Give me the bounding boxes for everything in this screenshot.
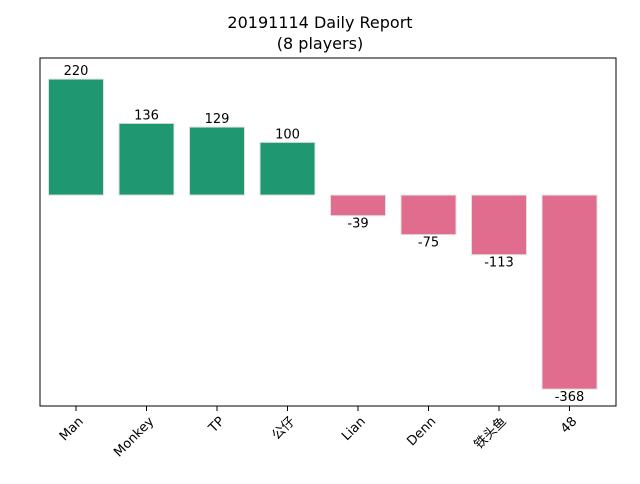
- x-tick-label-2: TP: [205, 414, 228, 437]
- bar-3: [259, 141, 316, 196]
- data-label-4: -39: [347, 217, 368, 232]
- bar-5: [400, 194, 457, 236]
- x-tick-label-1: Monkey: [111, 414, 157, 460]
- x-axis-ticks: Man Monkey TP 公仔 Lian Denn 铁头鱼 48: [57, 406, 580, 460]
- data-label-1: 136: [134, 108, 159, 123]
- x-tick-label-0: Man: [57, 414, 87, 444]
- data-label-5: -75: [418, 236, 439, 251]
- data-label-3: 100: [275, 127, 300, 142]
- x-tick-label-3: 公仔: [269, 414, 298, 443]
- x-tick-label-5: Denn: [404, 414, 439, 449]
- data-labels-layer: 220 136 129 100 -39 -75 -113 -368: [64, 64, 585, 405]
- bar-4: [330, 194, 386, 217]
- bar-2: [189, 126, 245, 196]
- data-label-7: -368: [555, 390, 585, 405]
- data-label-2: 129: [205, 112, 230, 127]
- x-tick-label-6: 铁头鱼: [471, 414, 510, 453]
- bar-6: [471, 194, 527, 256]
- plot-frame: [39, 57, 617, 407]
- chart-title: 20191114 Daily Report: [227, 13, 412, 32]
- x-tick-label-7: 48: [558, 414, 580, 436]
- x-tick-label-4: Lian: [339, 414, 369, 444]
- chart-subtitle: (8 players): [277, 34, 363, 53]
- data-label-0: 220: [64, 64, 89, 79]
- bars-layer: [48, 78, 598, 390]
- bar-1: [118, 122, 175, 196]
- bar-7: [541, 194, 598, 390]
- data-label-6: -113: [484, 256, 514, 271]
- bar-0: [48, 78, 104, 196]
